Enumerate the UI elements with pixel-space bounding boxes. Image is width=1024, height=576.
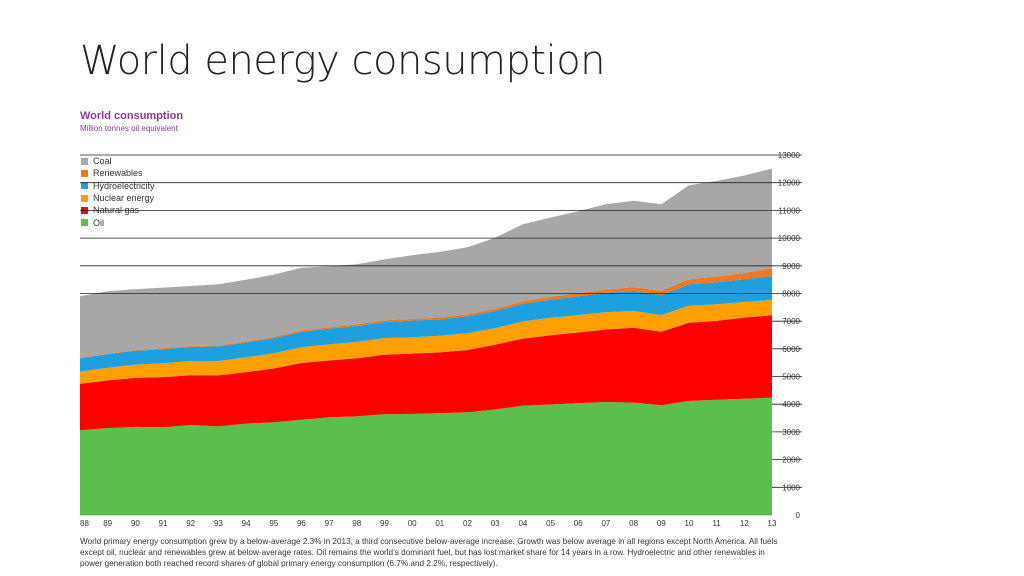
x-tick-label: 07 [601, 519, 610, 528]
y-tick-label: 1000 [782, 483, 800, 492]
legend-swatch [81, 182, 88, 190]
legend-label: Oil [93, 217, 104, 228]
y-tick-label: 12000 [778, 179, 801, 188]
legend-swatch [81, 157, 88, 165]
x-tick-label: 89 [103, 519, 112, 528]
chart-caption: World primary energy consumption grew by… [80, 537, 778, 568]
legend-swatch [81, 169, 88, 177]
x-tick-label: 10 [685, 519, 694, 528]
x-tick-label: 05 [546, 519, 555, 528]
y-tick-label: 0 [796, 511, 801, 520]
x-tick-label: 90 [131, 519, 140, 528]
x-tick-label: 99 [380, 519, 389, 528]
x-tick-label: 01 [435, 519, 444, 528]
x-tick-label: 08 [629, 519, 638, 528]
x-tick-label: 04 [518, 519, 527, 528]
legend-swatch [81, 219, 88, 227]
x-tick-label: 09 [657, 519, 666, 528]
x-tick-label: 13 [768, 519, 777, 528]
legend-item-hydroelectricity: Hydroelectricity [81, 180, 155, 192]
area-natural-gas [80, 315, 772, 431]
y-tick-label: 6000 [782, 345, 800, 354]
legend-label: Coal [93, 156, 112, 167]
x-tick-label: 11 [712, 519, 721, 528]
x-tick-label: 88 [80, 519, 89, 528]
x-tick-label: 93 [214, 519, 223, 528]
x-tick-label: 02 [463, 519, 472, 528]
legend-item-renewables: Renewables [81, 167, 155, 179]
legend-label: Renewables [93, 168, 143, 179]
x-tick-label: 97 [325, 519, 334, 528]
x-tick-label: 94 [242, 519, 251, 528]
legend-item-oil: Oil [81, 216, 155, 228]
slide-title: World energy consumption [80, 38, 606, 84]
y-tick-label: 2000 [782, 456, 800, 465]
y-tick-label: 4000 [782, 400, 800, 409]
y-tick-label: 8000 [782, 290, 800, 299]
x-tick-label: 98 [352, 519, 361, 528]
y-tick-label: 3000 [782, 428, 800, 437]
y-tick-label: 7000 [782, 317, 800, 326]
area-hydroelectricity [80, 276, 772, 372]
area-nuclear-energy [80, 299, 772, 384]
x-tick-label: 92 [186, 519, 195, 528]
x-tick-label: 00 [408, 519, 417, 528]
x-tick-label: 03 [491, 519, 500, 528]
x-tick-label: 96 [297, 519, 306, 528]
chart-title: World consumption [80, 110, 184, 122]
y-tick-label: 5000 [782, 373, 800, 382]
legend-item-nuclear-energy: Nuclear energy [81, 192, 155, 204]
area-renewables [80, 268, 772, 359]
y-tick-label: 10000 [778, 234, 801, 243]
y-tick-label: 11000 [778, 206, 800, 215]
x-tick-label: 12 [740, 519, 749, 528]
legend-label: Nuclear energy [93, 193, 155, 204]
y-tick-label: 9000 [782, 262, 800, 271]
legend-label: Hydroelectricity [93, 180, 155, 191]
area-oil [80, 397, 772, 515]
y-tick-label: 13000 [778, 151, 801, 160]
x-tick-label: 06 [574, 519, 583, 528]
x-tick-label: 91 [159, 519, 168, 528]
legend-item-coal: Coal [81, 155, 155, 167]
x-tick-label: 95 [269, 519, 278, 528]
area-coal [80, 168, 772, 358]
legend-swatch [81, 194, 88, 202]
chart-subtitle: Million tonnes oil equivalent [80, 124, 178, 133]
